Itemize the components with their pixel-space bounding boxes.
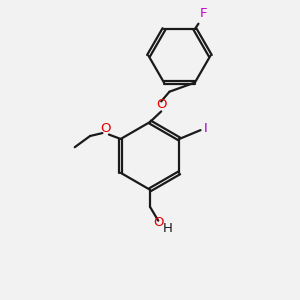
Text: O: O (100, 122, 111, 135)
Text: H: H (163, 221, 172, 235)
Text: I: I (204, 122, 208, 135)
Text: O: O (156, 98, 166, 111)
Text: F: F (200, 7, 207, 20)
Text: O: O (154, 216, 164, 229)
